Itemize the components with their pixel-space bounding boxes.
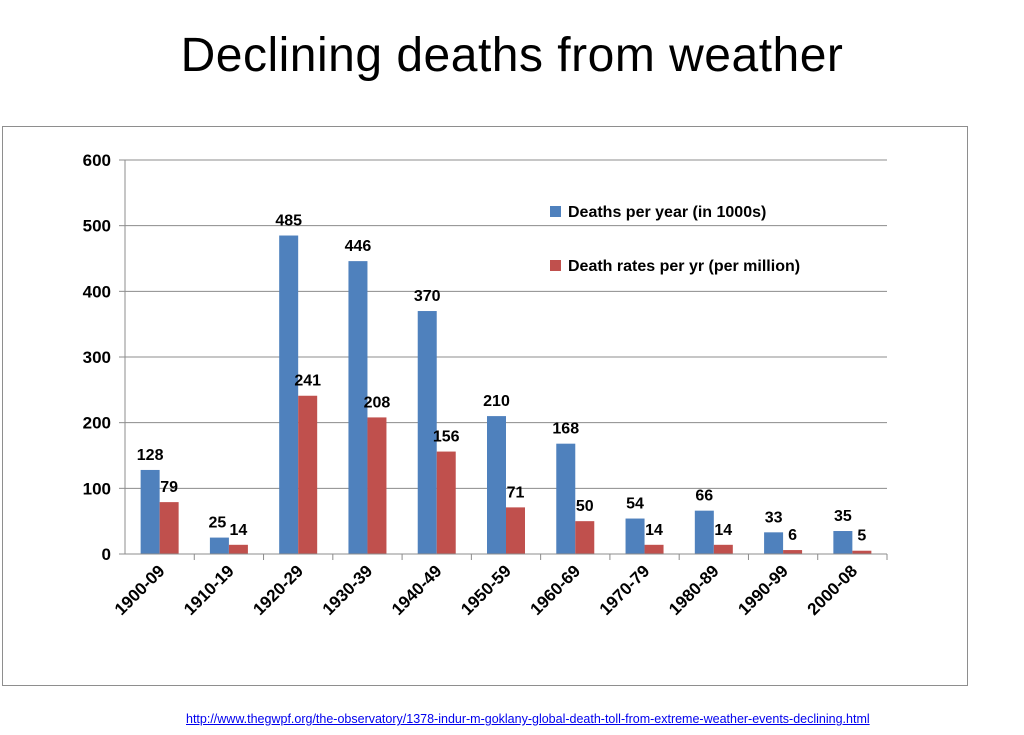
bar-death-rate [159, 502, 179, 554]
data-label-death-rate: 14 [230, 522, 248, 539]
y-tick-label: 100 [83, 479, 111, 498]
data-label-death-rate: 241 [294, 373, 321, 390]
data-label-deaths: 485 [275, 213, 302, 230]
bar-death-rate [852, 550, 872, 554]
data-label-death-rate: 6 [788, 527, 797, 544]
bar-deaths [833, 531, 853, 554]
x-tick-label: 1960-69 [527, 561, 585, 619]
bar-death-rate [436, 451, 456, 554]
legend-swatch-death-rate [550, 260, 561, 271]
x-tick-label: 1990-99 [734, 561, 792, 619]
slide-title: Declining deaths from weather [180, 29, 844, 82]
x-tick-label: 1920-29 [249, 561, 307, 619]
x-tick-label: 1980-89 [665, 561, 723, 619]
legend-swatch-deaths [550, 206, 561, 217]
bar-deaths [487, 416, 506, 554]
data-label-death-rate: 14 [645, 522, 663, 539]
bar-death-rate [367, 417, 387, 554]
legend-label-deaths: Deaths per year (in 1000s) [568, 204, 766, 221]
y-tick-label: 300 [83, 348, 111, 367]
data-label-deaths: 35 [834, 508, 852, 525]
y-tick-label: 600 [83, 151, 111, 170]
y-tick-label: 500 [83, 217, 111, 236]
data-label-deaths: 66 [695, 488, 713, 505]
bar-death-rate [783, 550, 803, 554]
x-tick-label: 1900-09 [111, 561, 169, 619]
chart-frame: 0 100 200 300 400 500 600 128 79 1900-09 25 14 1910-… [2, 126, 968, 686]
bar-deaths [625, 518, 645, 554]
y-tick-label: 400 [83, 282, 111, 301]
bar-deaths [764, 532, 784, 554]
data-label-deaths: 25 [209, 515, 227, 532]
data-label-deaths: 446 [345, 238, 372, 255]
x-tick-label: 1940-49 [388, 561, 446, 619]
data-label-death-rate: 79 [160, 479, 178, 496]
legend-label-death-rate: Death rates per yr (per million) [568, 258, 800, 275]
data-label-deaths: 168 [552, 421, 579, 438]
bar-death-rate [228, 544, 248, 554]
bar-deaths [140, 469, 160, 554]
bar-death-rate [713, 544, 733, 554]
data-label-deaths: 54 [626, 496, 644, 513]
bar-deaths [417, 311, 437, 554]
data-label-death-rate: 5 [857, 528, 866, 545]
y-tick-label: 200 [83, 414, 111, 433]
data-label-deaths: 210 [483, 393, 510, 410]
source-link[interactable]: http://www.thegwpf.org/the-observatory/1… [186, 712, 870, 726]
x-tick-label: 1910-19 [180, 561, 238, 619]
bar-death-rate [506, 507, 525, 554]
x-tick-label: 1970-79 [596, 561, 654, 619]
data-label-deaths: 370 [414, 288, 441, 305]
bar-deaths [279, 235, 299, 554]
data-label-deaths: 33 [765, 509, 783, 526]
data-label-death-rate: 71 [507, 484, 525, 501]
bar-deaths [694, 510, 714, 554]
data-label-death-rate: 156 [433, 429, 460, 446]
bar-deaths [556, 443, 576, 554]
data-label-death-rate: 208 [364, 394, 391, 411]
bar-deaths [348, 261, 368, 554]
data-label-death-rate: 50 [576, 498, 594, 515]
x-tick-label: 2000-08 [804, 561, 862, 619]
data-label-deaths: 128 [137, 447, 164, 464]
x-tick-label: 1950-59 [457, 561, 515, 619]
y-tick-label: 0 [102, 545, 111, 564]
bar-death-rate [298, 395, 318, 554]
bar-death-rate [575, 521, 595, 554]
data-label-death-rate: 14 [714, 522, 732, 539]
x-tick-label: 1930-39 [319, 561, 377, 619]
bar-deaths [209, 537, 229, 554]
bar-death-rate [644, 544, 664, 554]
